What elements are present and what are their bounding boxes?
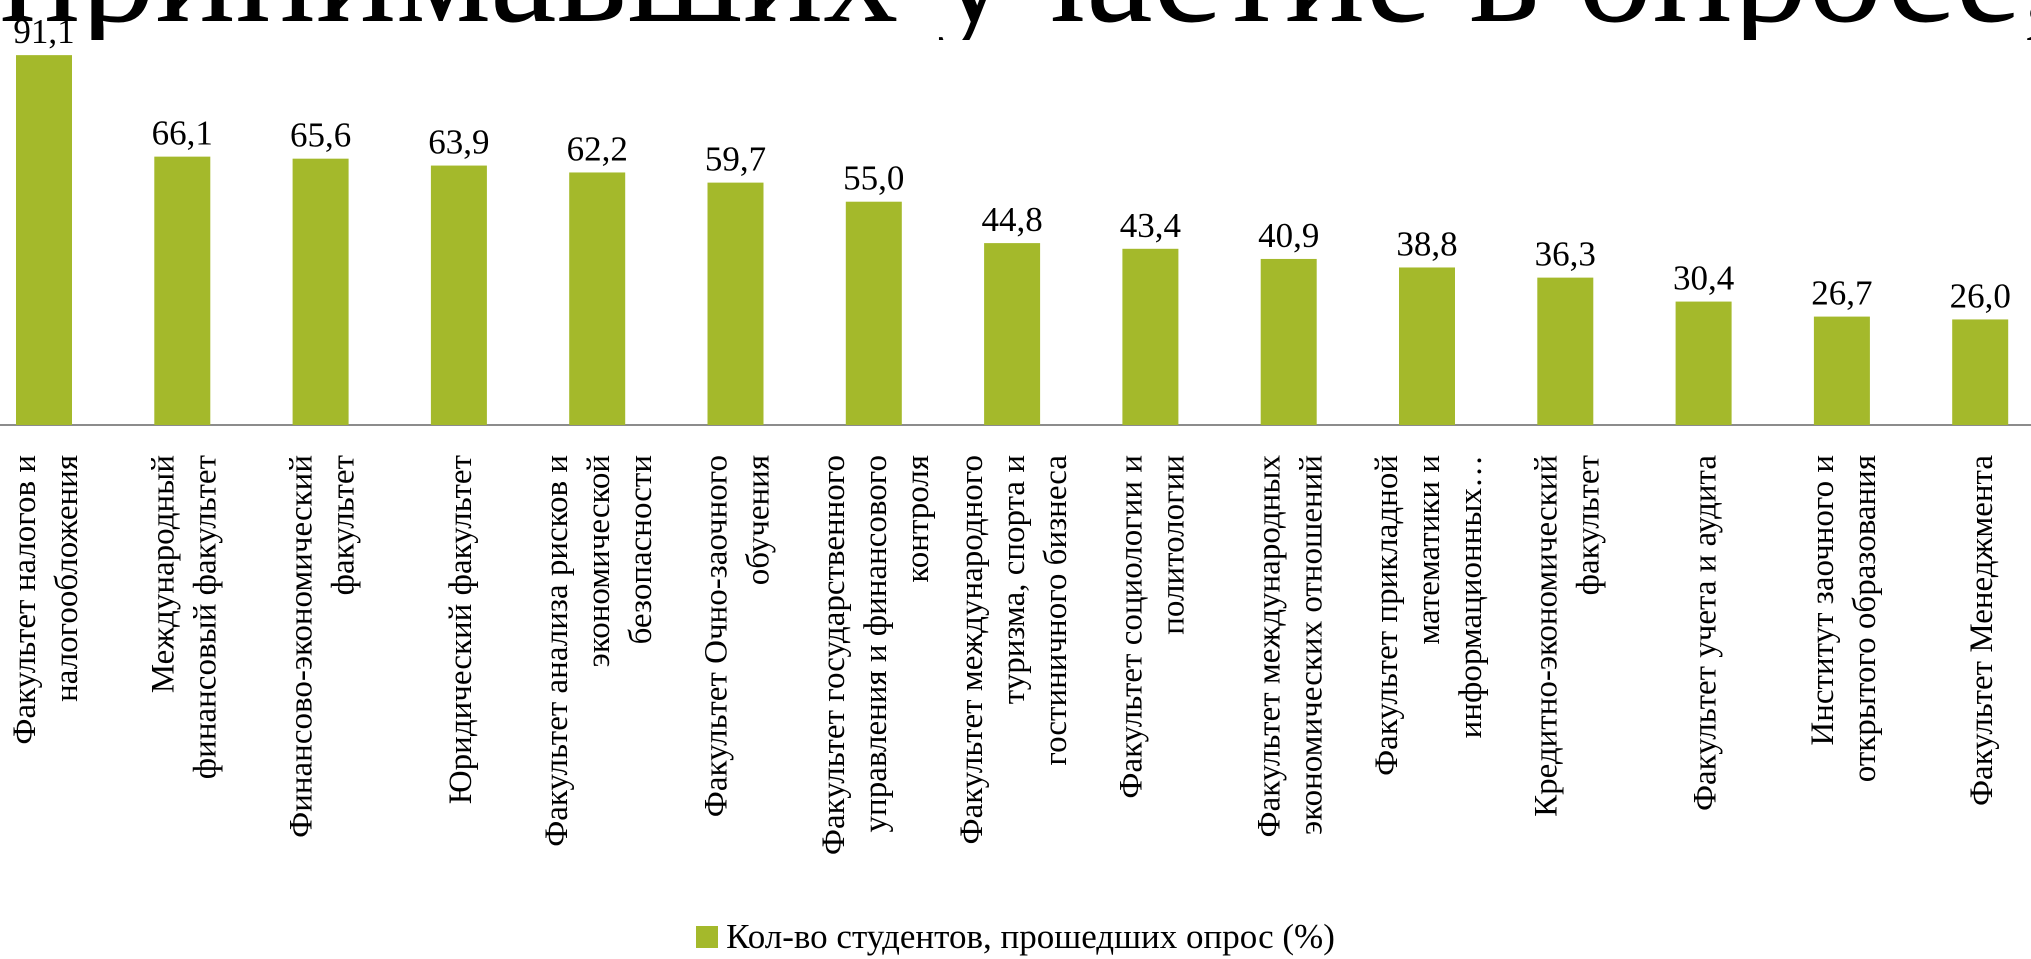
bar [430,165,487,426]
category-label-line: экономической [581,455,617,667]
category-label-line: Факультет налогов и [7,455,43,745]
category-label: Факультет Менеджмента [1964,455,2000,806]
category-label: Факультет Очно-заочного обучения [699,455,777,817]
data-label: 38,8 [1396,224,1457,263]
category-label-line: Международный [145,455,181,693]
bar [1675,301,1732,425]
bar [1122,248,1179,425]
legend-label: Кол-во студентов, прошедших опрос (%) [726,917,1335,956]
bar [707,182,764,425]
bar-chart: 91,1 Факультет налогов и налогообложения 66… [0,12,2031,855]
category-label-line: факультет [326,455,362,595]
category-label: Факультет налогов и налогообложения [7,455,85,745]
category-label: Факультет прикладной математики и информац… [1369,455,1489,776]
category-label-line: Финансово-экономический [284,455,320,838]
data-label: 26,0 [1950,276,2011,315]
category-label-line: Факультет международного [954,455,990,844]
data-label: 65,6 [290,116,351,155]
category-label: Факультет учета и аудита [1688,455,1724,811]
category-label-line: информационных… [1453,455,1489,738]
category-label-line: политологии [1155,455,1191,635]
data-label: 66,1 [152,114,213,153]
category-label-line: Юридический факультет [443,455,479,804]
bar [16,55,72,425]
data-label: 36,3 [1535,235,1596,274]
category-label: Кредитно-экономический факультет [1528,455,1606,817]
category-label: Факультет анализа рисков и экономической б… [539,455,659,847]
category-label: Финансово-экономический факультет [284,455,362,838]
category-label: Факультет международного туризма, спорта … [954,455,1074,845]
category-label-line: безопасности [623,455,659,644]
category-label-line: Факультет Менеджмента [1964,455,2000,806]
bar [1537,277,1594,425]
category-label: Факультет социологии и политологии [1113,455,1191,799]
bar [292,158,349,425]
category-label-line: Факультет учета и аудита [1688,455,1724,811]
data-label: 63,9 [428,123,489,162]
category-label-line: факультет [1570,455,1606,595]
category-label-line: Институт заочного и [1805,455,1841,746]
category-label-line: туризма, спорта и [996,455,1032,704]
category-label-line: Факультет анализа рисков и [539,455,575,847]
category-label-line: открытого образования [1847,455,1883,782]
category-label: Юридический факультет [443,455,479,804]
legend: Кол-во студентов, прошедших опрос (%) [0,915,2031,959]
category-label-line: налогообложения [49,455,85,702]
category-label-line: Факультет социологии и [1113,455,1149,799]
data-label: 26,7 [1811,274,1872,313]
category-label: Международный финансовый факультет [145,455,223,779]
bar [984,243,1041,425]
category-label-line: управления и финансового [858,455,894,832]
bar [569,172,626,425]
chart-title: принимавших участие в опросе, по факульт… [0,0,2031,40]
category-label-line: Факультет международных [1252,455,1288,838]
category-label-line: Факультет прикладной [1369,455,1405,776]
bar [845,201,902,425]
category-label-line: экономических отношений [1294,455,1330,835]
category-label-line: контроля [900,455,936,583]
bar [1399,267,1455,425]
category-label-line: гостиничного бизнеса [1038,455,1074,766]
bar [1952,319,2009,425]
category-label-line: Факультет Очно-заочного [699,455,735,817]
category-label-line: Кредитно-экономический [1528,455,1564,817]
data-label: 40,9 [1258,216,1319,255]
category-label: Факультет государственного управления и ф… [816,455,936,855]
data-label: 44,8 [981,200,1042,239]
data-label: 55,0 [843,159,904,198]
category-label-line: обучения [741,455,777,585]
category-label: Институт заочного и открытого образования [1805,455,1883,782]
data-label: 91,1 [13,12,74,51]
bar [154,156,211,425]
category-label: Факультет международных экономических отн… [1252,455,1330,838]
category-label-line: финансовый факультет [187,455,223,779]
category-label-line: математики и [1411,455,1447,645]
chart-title-text: принимавших участие в опросе, по факульт… [0,0,2031,40]
data-label: 30,4 [1673,259,1734,298]
data-label: 59,7 [705,140,766,179]
data-label: 62,2 [567,129,628,168]
bar [1260,258,1317,425]
legend-swatch [696,926,719,948]
data-label: 43,4 [1120,206,1181,245]
bar [1813,316,1870,425]
category-label-line: Факультет государственного [816,455,852,855]
